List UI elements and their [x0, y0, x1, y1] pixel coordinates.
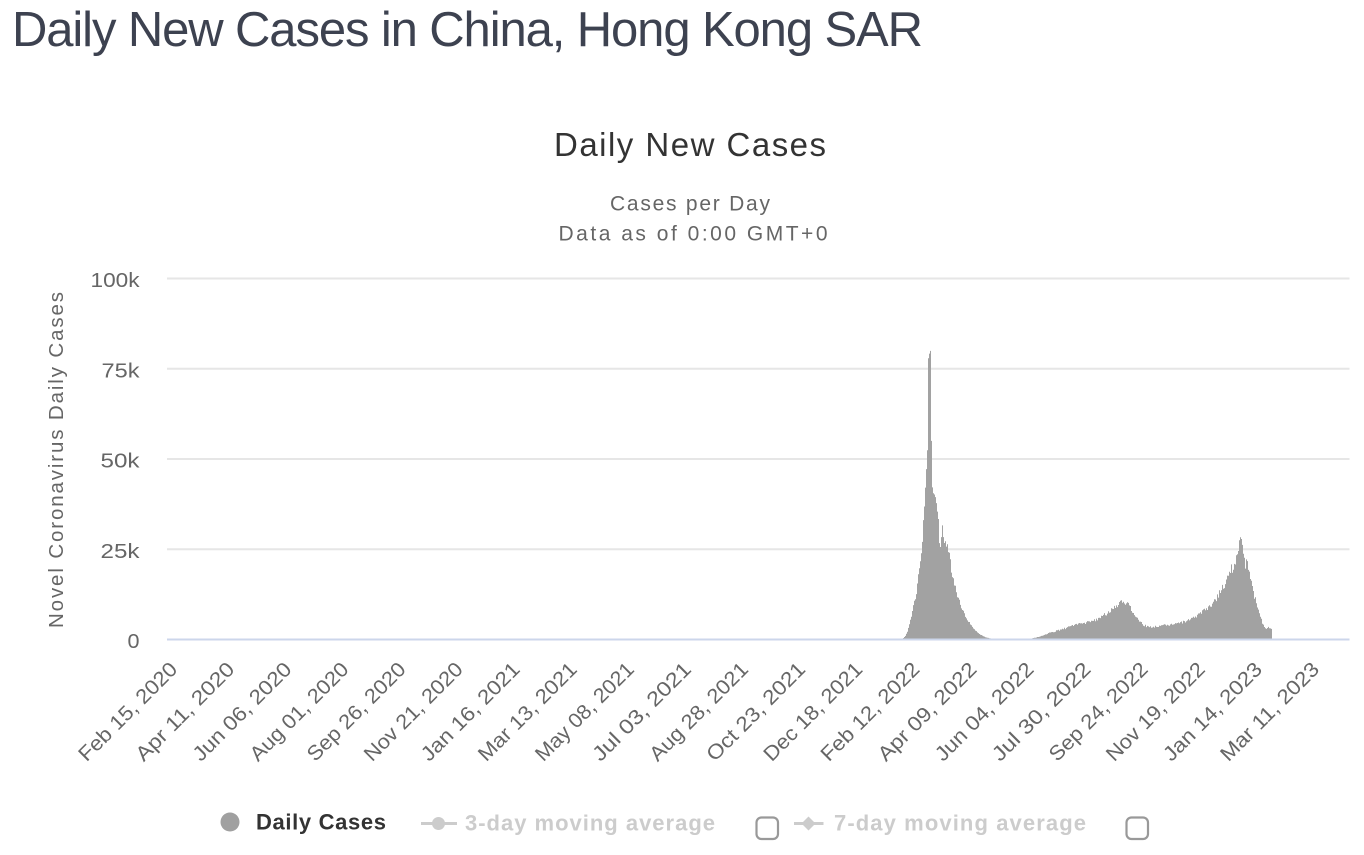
- svg-text:Daily New Cases: Daily New Cases: [554, 126, 826, 163]
- svg-text:7-day moving average: 7-day moving average: [834, 811, 1086, 836]
- svg-text:Daily Cases: Daily Cases: [256, 810, 386, 835]
- svg-text:50k: 50k: [101, 450, 141, 473]
- svg-text:75k: 75k: [102, 359, 141, 382]
- svg-text:25k: 25k: [101, 540, 141, 563]
- svg-text:Daily New Cases in China, Hong: Daily New Cases in China, Hong Kong SAR: [12, 3, 923, 57]
- svg-text:Novel Coronavirus Daily Cases: Novel Coronavirus Daily Cases: [45, 292, 68, 628]
- svg-text:Data as of 0:00 GMT+0: Data as of 0:00 GMT+0: [559, 222, 828, 245]
- svg-text:3-day moving average: 3-day moving average: [465, 811, 715, 836]
- svg-text:Cases per Day: Cases per Day: [610, 193, 771, 216]
- svg-text:100k: 100k: [91, 269, 141, 292]
- svg-text:0: 0: [128, 630, 140, 653]
